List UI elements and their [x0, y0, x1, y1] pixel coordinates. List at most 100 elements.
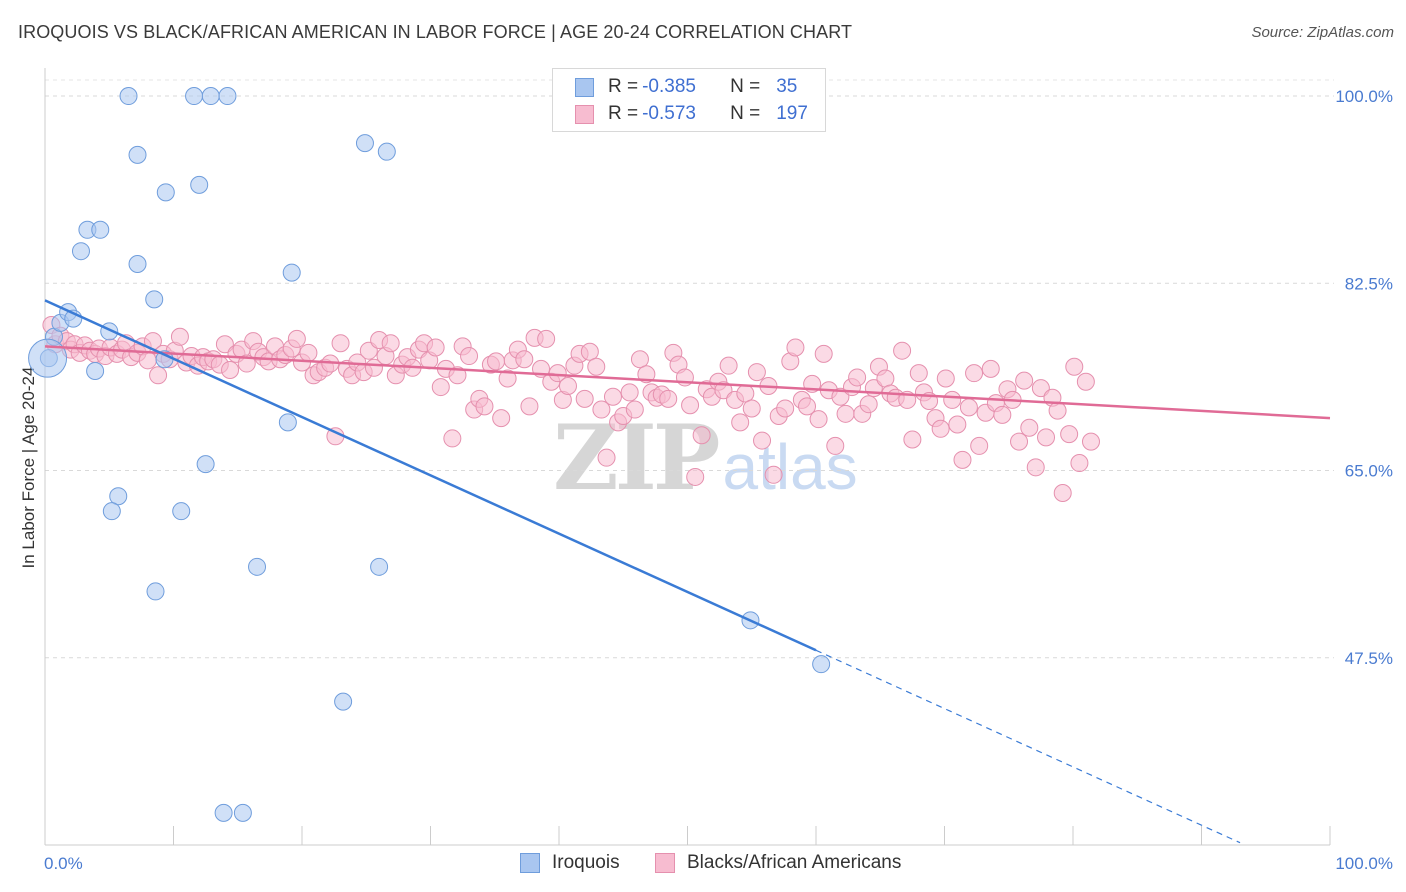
black-point — [431, 378, 450, 397]
iroquois-point — [233, 803, 252, 822]
iroquois-point — [146, 582, 165, 601]
black-point — [953, 450, 972, 469]
series-swatch-black — [655, 853, 675, 873]
black-point — [798, 397, 817, 416]
black-point — [747, 363, 766, 382]
black-point — [681, 396, 700, 415]
iroquois-point — [156, 183, 175, 202]
watermark-zip: ZIP — [553, 405, 720, 511]
black-point — [149, 366, 168, 385]
black-point — [558, 377, 577, 395]
black-point — [487, 352, 506, 371]
black-point — [993, 405, 1012, 424]
series-label-black: Blacks/African Americans — [687, 852, 902, 873]
x-tick-label: 0.0% — [44, 854, 83, 873]
iroquois-point — [185, 87, 204, 106]
iroquois-point — [218, 87, 237, 106]
black-point — [221, 360, 240, 379]
iroquois-point — [282, 263, 301, 282]
black-point — [936, 369, 955, 388]
legend-r-value: -0.385 — [642, 76, 696, 97]
black-point — [597, 448, 616, 467]
series-swatch-iroquois — [520, 853, 540, 873]
black-point — [460, 347, 479, 366]
black-point — [876, 369, 895, 388]
legend-n-value: 35 — [776, 76, 798, 97]
black-point — [492, 409, 511, 428]
black-point — [965, 364, 984, 383]
black-point — [736, 384, 755, 403]
black-point — [826, 436, 845, 455]
black-point — [931, 419, 950, 438]
black-point — [625, 400, 644, 419]
iroquois-point — [214, 803, 233, 822]
legend-swatch-iroquois — [575, 77, 594, 97]
iroquois-point — [196, 455, 215, 474]
black-point — [1037, 428, 1056, 447]
iroquois-point — [128, 255, 147, 274]
black-point — [943, 390, 962, 409]
black-point — [686, 467, 705, 486]
legend-n-label: N = — [730, 103, 761, 124]
black-point — [948, 415, 967, 434]
black-point — [515, 350, 534, 369]
black-point — [1053, 483, 1072, 502]
black-point — [1031, 379, 1050, 398]
black-point — [903, 430, 922, 449]
black-point — [959, 398, 978, 417]
black-point — [548, 364, 567, 383]
iroquois-point — [119, 87, 138, 106]
black-point — [786, 338, 805, 357]
black-point — [498, 369, 517, 388]
black-trend-line — [44, 345, 1331, 420]
iroquois-point — [355, 134, 374, 153]
black-point — [630, 350, 649, 369]
series-legend: Iroquois Blacks/African Americans — [0, 852, 1406, 878]
y-tick-label: 65.0% — [1345, 462, 1393, 481]
iroquois-point — [91, 220, 110, 239]
black-point — [443, 429, 462, 448]
legend-row-iroquois: R = -0.385 N = 35 — [575, 74, 797, 100]
black-point — [893, 341, 912, 360]
iroquois-point — [248, 557, 267, 576]
iroquois-point — [278, 413, 297, 432]
black-point — [603, 387, 622, 406]
iroquois-point — [145, 290, 164, 309]
black-point — [331, 334, 350, 353]
black-point — [620, 383, 639, 402]
y-tick-label: 100.0% — [1335, 87, 1393, 106]
iroquois-point — [377, 142, 396, 161]
legend-n-label: N = — [730, 76, 761, 97]
series-legend-iroquois[interactable]: Iroquois — [520, 852, 620, 874]
black-point — [138, 351, 157, 370]
black-point — [981, 359, 1000, 378]
black-point — [215, 335, 234, 354]
black-point — [848, 368, 867, 387]
black-point — [1076, 372, 1095, 391]
black-point — [809, 410, 828, 429]
iroquois-point — [334, 692, 353, 711]
black-point — [753, 431, 772, 450]
legend-swatch-black — [575, 104, 594, 124]
black-point — [836, 404, 855, 423]
black-point — [831, 387, 850, 406]
legend-r-label: R = — [608, 76, 639, 97]
black-point — [1070, 454, 1089, 473]
black-point — [520, 397, 539, 416]
black-point — [909, 364, 928, 383]
iroquois-trend-extension — [815, 649, 1241, 844]
legend-r-label: R = — [608, 103, 639, 124]
iroquois-point — [172, 502, 191, 521]
black-point — [575, 389, 594, 408]
y-tick-label: 47.5% — [1345, 649, 1393, 668]
series-legend-black[interactable]: Blacks/African Americans — [655, 852, 901, 874]
black-point — [731, 413, 750, 432]
x-tick-label: 100.0% — [1335, 854, 1393, 873]
black-point — [537, 329, 556, 348]
black-point — [170, 327, 189, 346]
y-tick-label: 82.5% — [1345, 274, 1393, 293]
iroquois-point — [109, 487, 128, 506]
iroquois-point — [128, 145, 147, 164]
black-point — [719, 356, 738, 375]
